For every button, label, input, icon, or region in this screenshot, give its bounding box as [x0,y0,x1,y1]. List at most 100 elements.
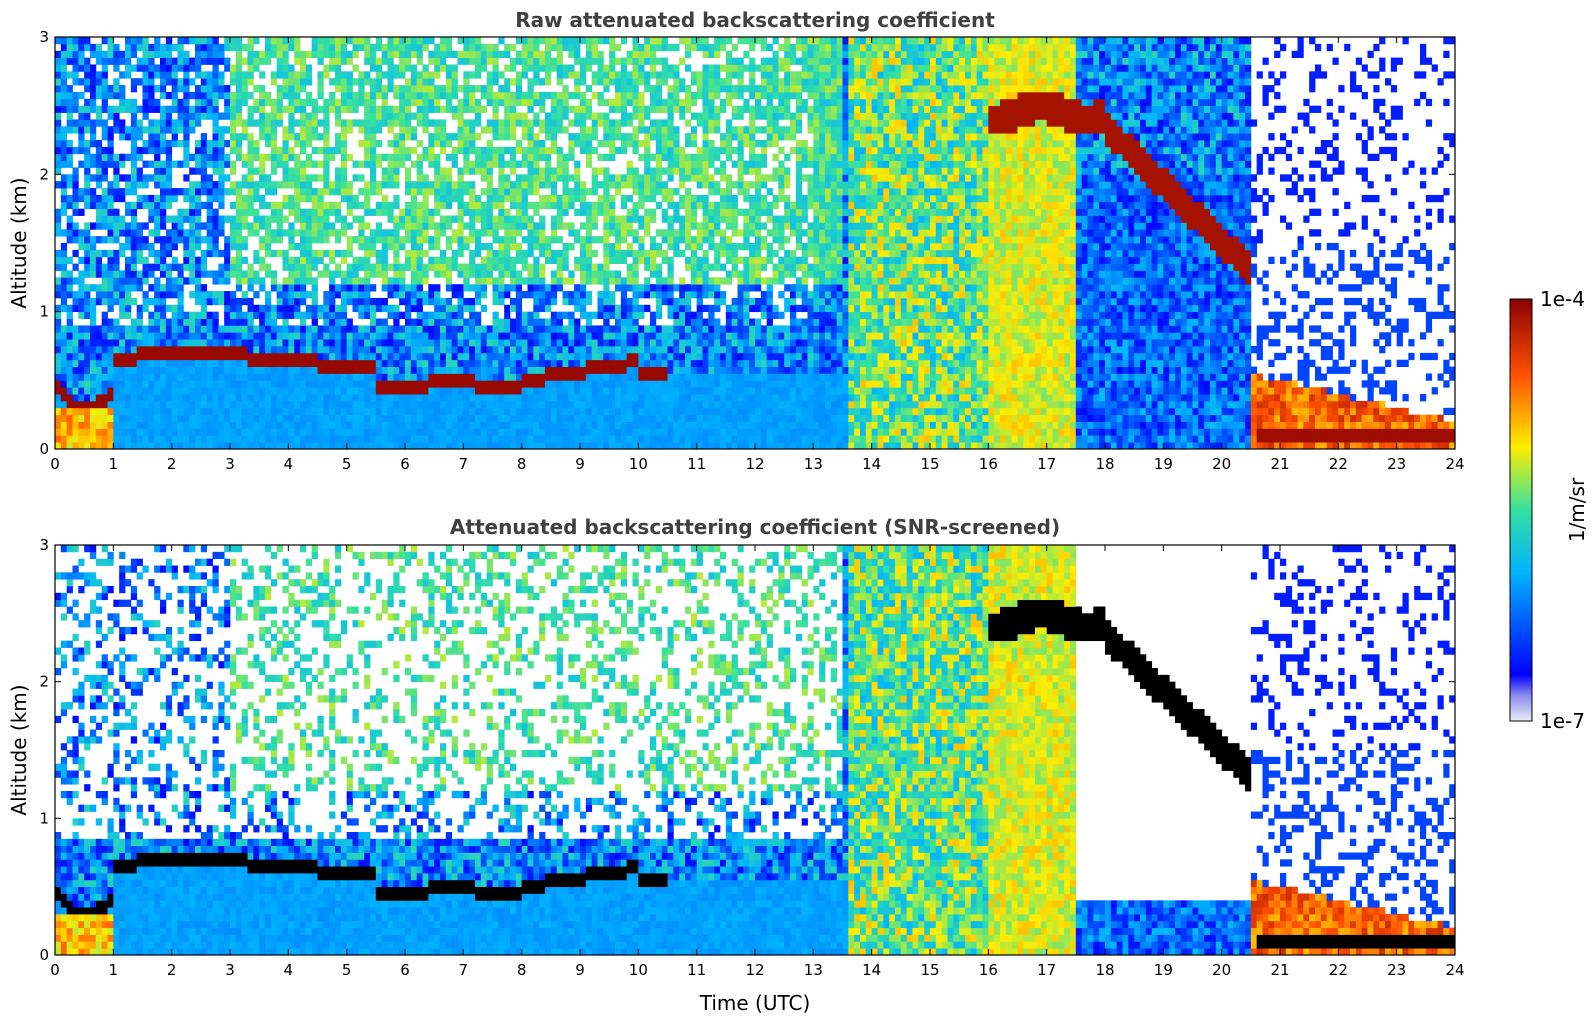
heatmap-cell [568,380,575,388]
heatmap-cell [574,373,581,381]
heatmap-cell [451,249,458,258]
heatmap-cell [521,126,528,134]
heatmap-cell [434,64,441,72]
heatmap-cell [177,332,184,340]
heatmap-cell [492,428,499,436]
heatmap-cell [498,325,505,333]
heatmap-cell [428,394,435,402]
heatmap-cell [387,85,394,93]
heatmap-cell [195,105,202,113]
heatmap-cell [428,346,435,354]
heatmap-cell [189,318,196,326]
heatmap-cell [463,359,470,367]
heatmap-cell [556,126,563,134]
heatmap-cell [212,407,219,416]
heatmap-cell [521,318,528,326]
heatmap-cell [574,78,581,86]
heatmap-cell [399,263,406,271]
heatmap-cell [107,37,114,45]
heatmap-cell [241,133,248,141]
heatmap-cell [399,346,406,354]
heatmap-cell [387,215,394,223]
heatmap-cell [463,85,470,93]
heatmap-cell [60,50,68,58]
heatmap-cell [510,98,517,107]
heatmap-cell [288,243,295,251]
heatmap-cell [288,346,295,354]
heatmap-cell [60,37,68,45]
heatmap-cell [136,277,143,285]
heatmap-cell [282,421,289,429]
heatmap-cell [136,126,143,134]
heatmap-cell [183,366,190,374]
heatmap-cell [469,359,476,367]
heatmap-cell [340,407,348,416]
heatmap-cell [119,291,126,299]
heatmap-cell [317,304,324,313]
heatmap-cell [125,208,132,216]
heatmap-cell [329,57,336,65]
heatmap-cell [235,277,243,285]
heatmap-cell [142,277,149,285]
heatmap-cell [340,222,348,230]
heatmap-cell [84,222,91,230]
heatmap-cell [113,442,120,449]
heatmap-cell [434,263,441,271]
heatmap-cell [405,304,412,313]
heatmap-cell [393,291,400,299]
heatmap-cell [545,174,552,182]
heatmap-cell [95,236,103,244]
heatmap-cell [492,133,499,141]
heatmap-cell [276,291,283,299]
heatmap-cell [620,304,628,313]
heatmap-cell [574,85,581,93]
heatmap-cell [171,339,178,347]
heatmap-cell [235,243,243,251]
heatmap-cell [591,37,598,45]
heatmap-cell [119,346,126,354]
heatmap-cell [142,50,149,58]
heatmap-cell [626,174,633,182]
heatmap-cell [282,387,289,395]
heatmap-cell [160,208,167,216]
heatmap-cell [638,325,645,333]
heatmap-cell [101,222,108,230]
heatmap-cell [148,119,155,127]
heatmap-cell [55,37,62,45]
heatmap-cell [265,414,272,422]
heatmap-cell [317,359,324,367]
heatmap-cell [323,229,330,237]
heatmap-cell [440,146,447,155]
heatmap-cell [335,318,342,326]
heatmap-cell [311,133,318,141]
heatmap-cell [375,263,383,271]
heatmap-cell [265,421,272,429]
heatmap-cell [515,291,523,299]
heatmap-cell [434,304,441,313]
heatmap-cell [247,140,254,148]
heatmap-cell [259,346,266,354]
heatmap-cell [591,352,598,361]
heatmap-cell [165,339,173,347]
heatmap-cell [300,284,307,292]
heatmap-cell [440,359,447,367]
heatmap-cell [259,284,266,292]
heatmap-cell [515,256,523,264]
heatmap-cell [90,352,97,361]
heatmap-cell [597,291,604,299]
heatmap-cell [346,428,353,436]
heatmap-cell [107,270,114,278]
heatmap-cell [148,249,155,258]
heatmap-cell [235,373,243,381]
heatmap-cell [119,394,126,402]
heatmap-cell [113,346,120,354]
heatmap-cell [428,442,435,449]
heatmap-cell [638,442,645,449]
heatmap-cell [545,181,552,189]
heatmap-cell [562,373,569,381]
heatmap-cell [253,387,260,395]
heatmap-cell [375,366,383,374]
heatmap-cell [574,71,581,79]
heatmap-cell [317,428,324,436]
heatmap-cell [230,98,237,107]
